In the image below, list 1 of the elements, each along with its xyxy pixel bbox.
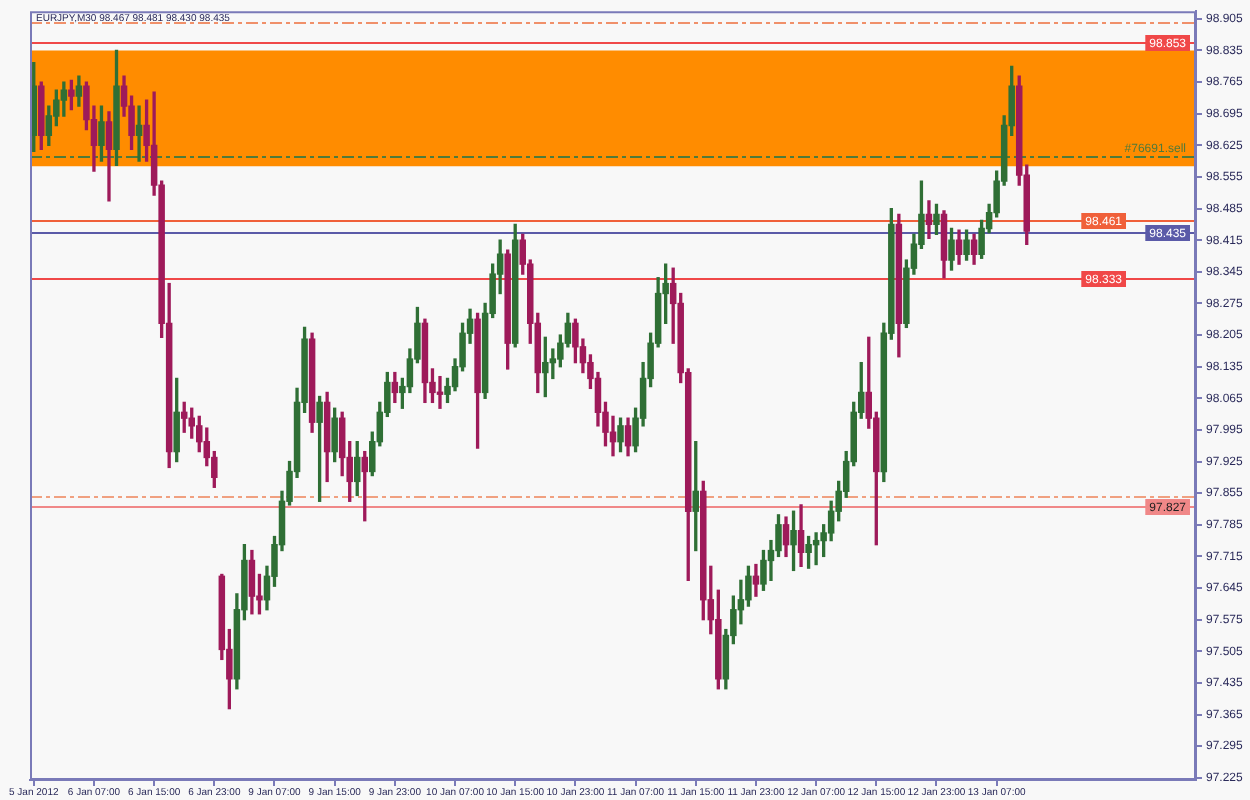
candlestick bbox=[135, 105, 143, 162]
